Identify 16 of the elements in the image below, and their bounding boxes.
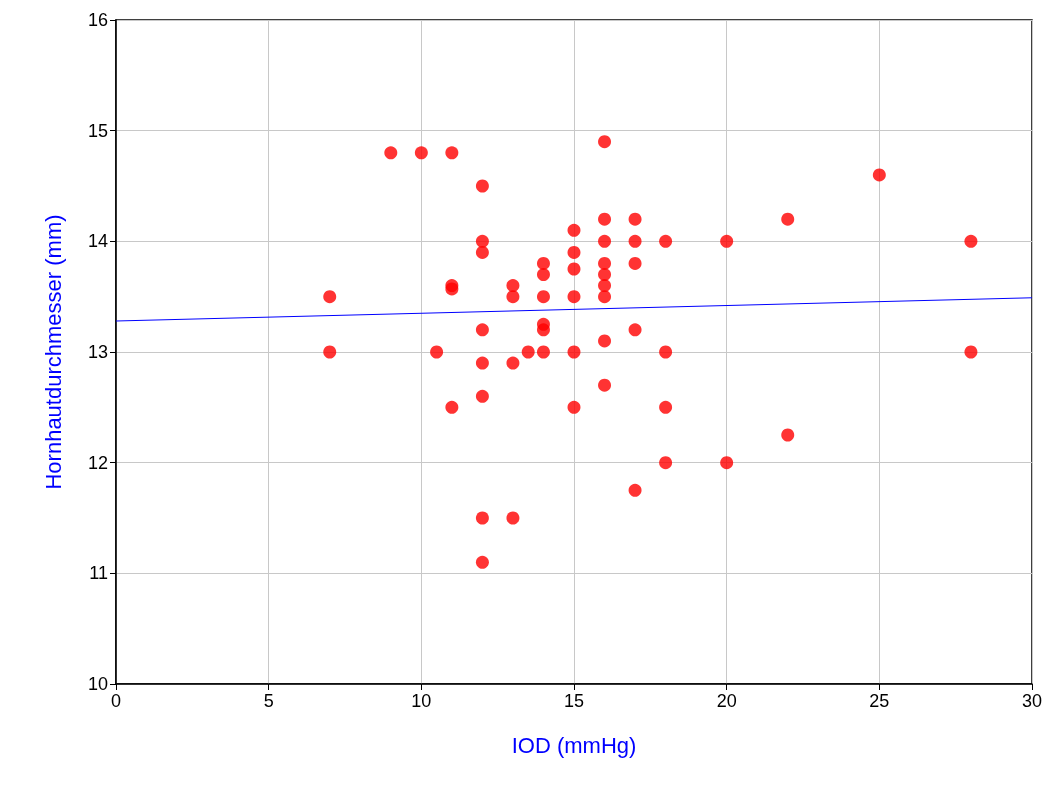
y-tick-label: 13 — [87, 342, 108, 362]
x-axis-title: IOD (mmHg) — [511, 732, 637, 758]
x-tick-label: 25 — [869, 691, 890, 711]
x-tick-label: 20 — [716, 691, 737, 711]
y-tick-label: 10 — [87, 674, 108, 694]
y-tick-label: 15 — [87, 120, 108, 141]
x-tick-label: 15 — [563, 691, 585, 711]
y-tick-label: 12 — [87, 452, 108, 473]
x-tick-label: 0 — [110, 691, 122, 711]
y-tick-label: 14 — [87, 231, 108, 252]
y-axis-title: Hornhautdurchmesser (mm) — [40, 214, 66, 490]
y-tick-label: 16 — [87, 10, 108, 30]
y-tick-label: 11 — [89, 563, 108, 584]
x-tick-label: 5 — [263, 691, 274, 711]
x-tick-label: 10 — [411, 691, 432, 711]
x-tick-label: 30 — [1021, 691, 1043, 711]
